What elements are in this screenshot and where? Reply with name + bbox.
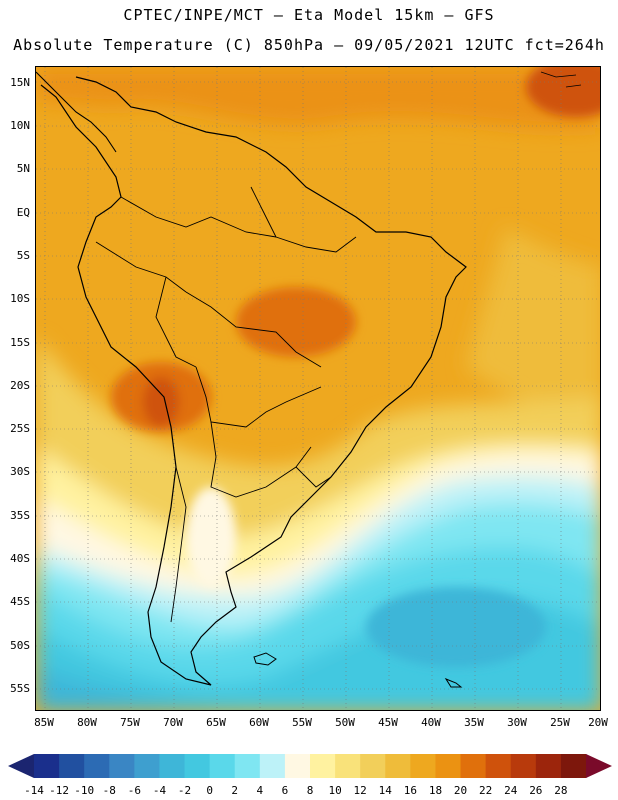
lon-label: 85W [34,716,54,729]
field-warm-core-central [236,287,356,357]
colorbar-label: 24 [504,784,518,797]
colorbar-label: -14 [24,784,44,797]
lat-label: 10N [10,119,30,132]
field-16-band-east [466,227,600,427]
lon-label: 70W [163,716,183,729]
colorbar-under-arrow [8,754,34,778]
field-20-band [36,67,600,130]
colorbar-label: 0 [206,784,213,797]
colorbar-swatch [310,754,336,778]
colorbar-swatch [34,754,60,778]
lat-label: 50S [10,639,30,652]
lat-label: 40S [10,552,30,565]
colorbar-label: -10 [74,784,95,797]
lat-label: EQ [16,206,30,219]
colorbar-swatch [184,754,211,778]
colorbar-swatch [335,754,361,778]
colorbar-swatch [284,754,311,778]
central-america-coastline [36,71,117,153]
lat-label: 5N [16,162,30,175]
temperature-map [35,66,601,711]
lat-label: 10S [10,292,30,305]
colorbar-label: 4 [256,784,264,797]
colorbar-swatch [410,754,436,778]
falklands-islands [253,652,277,666]
lat-label: 5S [16,249,30,262]
lat-label: 35S [10,509,30,522]
lon-label: 30W [507,716,527,729]
colorbar-swatch [134,754,160,778]
title-variable: Absolute Temperature (C) 850hPa – 09/05/… [13,36,605,54]
colorbar-label: -4 [152,784,167,797]
lon-label: 40W [421,716,441,729]
lat-label: 30S [10,465,30,478]
lat-label: 55S [10,682,30,695]
lon-label: 25W [550,716,570,729]
lon-label: 55W [292,716,312,729]
colorbar-label: 16 [403,784,417,797]
field-minus4-band [36,667,296,710]
lat-label: 25S [10,422,30,435]
colorbar-over-arrow [586,754,612,778]
colorbar-label: 20 [453,784,468,797]
lon-label: 20W [588,716,608,729]
colorbar-swatch [360,754,386,778]
colorbar-label: 12 [353,784,367,797]
colorbar-swatch [84,754,110,778]
colorbar-label: 18 [428,784,443,797]
colorbar-label: 22 [479,784,493,797]
colorbar-label: -2 [177,784,192,797]
lon-label: 80W [77,716,97,729]
colorbar-label: -12 [49,784,70,797]
lon-label: 75W [120,716,140,729]
lon-label: 65W [206,716,226,729]
colorbar-swatch [59,754,85,778]
field-hot-core-andes [143,377,179,427]
lon-label: 50W [335,716,355,729]
colorbar-swatch [159,754,186,778]
lat-label: 20S [10,379,30,392]
colorbar-swatch [535,754,562,778]
lat-label: 15N [10,76,30,89]
colorbar-label: 26 [529,784,543,797]
colorbar-swatch [435,754,462,778]
south-georgia-island [444,677,463,688]
colorbar-swatch [485,754,512,778]
colorbar-swatch [259,754,286,778]
colorbar-label: 2 [231,784,239,797]
caribbean-islands [540,71,582,88]
colorbar-swatch [209,754,236,778]
colorbar-swatch [560,754,587,778]
colorbar-label: 8 [306,784,314,797]
colorbar-swatch [510,754,537,778]
colorbar [8,754,612,778]
south-america-coastline [40,76,467,686]
lon-label: 45W [378,716,398,729]
field-warm-core-ne [526,67,600,117]
colorbar-label: -6 [127,784,141,797]
colorbar-swatch [109,754,135,778]
colorbar-label: 14 [378,784,392,797]
colorbar-label: -8 [102,784,116,797]
lon-label: 35W [464,716,484,729]
field-cool-patch-argentina [186,487,236,587]
field-cold-core-atlantic [366,587,546,667]
colorbar-swatch [234,754,261,778]
colorbar-label: 6 [281,784,289,797]
lat-label: 45S [10,595,30,608]
colorbar-swatch [460,754,487,778]
colorbar-label: 10 [328,784,342,797]
country-borders [95,186,357,623]
title-model: CPTEC/INPE/MCT – Eta Model 15km – GFS [123,6,495,24]
colorbar-swatch [385,754,411,778]
lat-label: 15S [10,336,30,349]
colorbar-label: 28 [554,784,568,797]
lon-label: 60W [249,716,269,729]
